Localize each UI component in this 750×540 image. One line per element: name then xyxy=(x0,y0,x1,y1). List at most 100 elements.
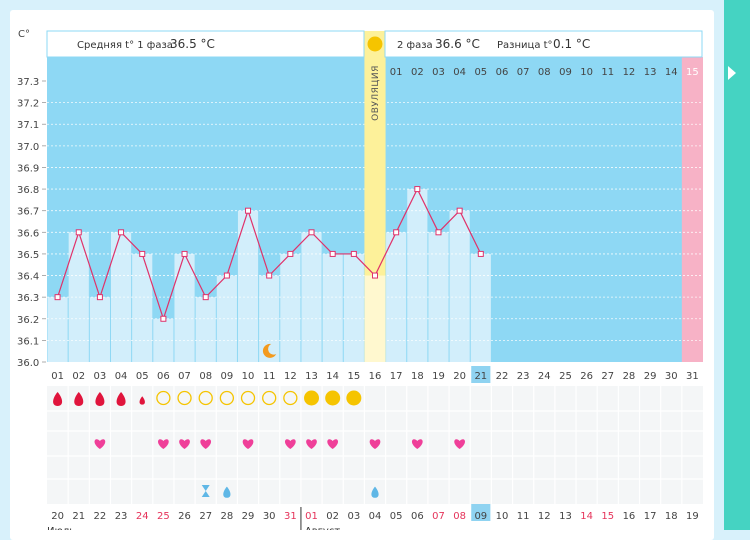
cycle-day-label: 10 xyxy=(242,371,255,382)
calendar-date-label: 22 xyxy=(94,511,107,522)
temperature-bar xyxy=(132,253,153,362)
calendar-date-label: 08 xyxy=(453,511,466,522)
blood-drop-small-icon xyxy=(139,396,145,405)
temperature-point xyxy=(96,294,103,301)
temperature-point xyxy=(372,272,378,279)
fertile-empty-icon xyxy=(177,390,192,406)
temperature-point xyxy=(350,250,357,257)
today-cycle-highlight xyxy=(471,366,491,383)
side-panel-toggle[interactable] xyxy=(724,0,750,530)
phase2-day-label: 15 xyxy=(686,67,699,78)
y-tick-label: 37.1 xyxy=(17,120,39,131)
cycle-day-label: 03 xyxy=(94,371,107,382)
temperature-bar xyxy=(343,253,364,362)
calendar-date-label: 11 xyxy=(517,511,530,522)
calendar-date-label: 06 xyxy=(411,511,424,522)
y-tick-label: 36.6 xyxy=(17,228,39,239)
chevron-right-icon[interactable] xyxy=(728,66,736,80)
cycle-day-label: 04 xyxy=(115,371,128,382)
calendar-date-label: 01 xyxy=(305,511,318,522)
phase2-day-label: 10 xyxy=(580,67,593,78)
cycle-day-label: 24 xyxy=(538,371,551,382)
moon-icon xyxy=(262,343,277,358)
temperature-bar xyxy=(47,297,68,362)
calendar-date-label: 07 xyxy=(432,511,445,522)
phase1-label: Средняя t° 1 фаза xyxy=(77,40,173,51)
temperature-point xyxy=(435,229,442,236)
phase2-day-label: 06 xyxy=(496,67,509,78)
cycle-day-label: 01 xyxy=(51,371,64,382)
fertile-empty-icon xyxy=(219,390,235,406)
blood-drop-icon xyxy=(95,392,105,406)
temperature-point xyxy=(223,272,230,279)
phase1-value: 36.5 °C xyxy=(170,37,215,51)
cycle-day-label: 05 xyxy=(136,371,149,382)
cycle-day-label: 18 xyxy=(411,371,424,382)
sun-icon xyxy=(367,36,383,52)
heart-icon xyxy=(242,439,254,449)
temperature-point xyxy=(477,250,484,257)
cycle-day-label: 06 xyxy=(157,371,170,382)
y-tick-label: 36.2 xyxy=(17,315,39,326)
phase2-value: 36.6 °C xyxy=(435,37,480,51)
cycle-day-label: 16 xyxy=(369,371,382,382)
temperature-point xyxy=(75,229,82,236)
calendar-date-label: 14 xyxy=(580,511,593,522)
temperature-point xyxy=(139,250,146,257)
phase2-day-label: 14 xyxy=(665,67,678,78)
fertile-empty-icon xyxy=(156,390,171,406)
calendar-date-label: 30 xyxy=(263,511,276,522)
calendar-date-label: 09 xyxy=(474,511,487,522)
temperature-bar xyxy=(174,253,195,362)
heart-icon xyxy=(411,439,423,449)
calendar-date-label: 15 xyxy=(601,511,614,522)
cycle-day-label: 31 xyxy=(686,371,699,382)
cycle-day-label: 15 xyxy=(347,371,360,382)
ovulation-label: ОВУЛЯЦИЯ xyxy=(371,65,381,121)
heart-icon xyxy=(158,439,169,449)
phase1-summary-box xyxy=(46,30,365,58)
temperature-bar xyxy=(68,232,89,362)
fertile-empty-icon xyxy=(198,390,213,406)
cycle-day-label: 07 xyxy=(178,371,191,382)
calendar-date-label: 13 xyxy=(559,511,572,522)
calendar-date-label: 04 xyxy=(369,511,382,522)
cycle-day-label: 30 xyxy=(665,371,678,382)
temperature-bar xyxy=(89,297,110,362)
cycle-day-label: 27 xyxy=(601,371,614,382)
calendar-date-label: 18 xyxy=(665,511,678,522)
phase2-day-label: 08 xyxy=(538,67,551,78)
blood-drop-icon xyxy=(74,392,84,406)
calendar-date-label: 31 xyxy=(284,511,297,522)
temperature-bar xyxy=(470,253,491,362)
phase2-day-label: 05 xyxy=(474,67,487,78)
y-tick-label: 36.9 xyxy=(17,163,39,174)
month-label-august: Август xyxy=(305,526,340,530)
cycle-day-label: 29 xyxy=(644,371,657,382)
calendar-date-label: 28 xyxy=(221,511,234,522)
today-date-highlight xyxy=(471,504,491,521)
y-tick-label: 37.2 xyxy=(17,99,39,110)
blood-drop-icon xyxy=(116,392,126,406)
temperature-point xyxy=(414,186,421,193)
cycle-day-label: 17 xyxy=(390,371,403,382)
temperature-point xyxy=(160,315,167,322)
cycle-day-label: 02 xyxy=(72,371,85,382)
cycle-day-label: 25 xyxy=(559,371,572,382)
temperature-point xyxy=(245,207,252,214)
diff-label: Разница t° xyxy=(497,40,553,51)
blood-drop-icon xyxy=(53,392,63,406)
temperature-bar xyxy=(110,232,132,362)
phase2-day-label: 07 xyxy=(517,67,530,78)
heart-icon xyxy=(94,439,106,449)
phase2-day-label: 13 xyxy=(644,67,657,78)
calendar-date-label: 10 xyxy=(496,511,509,522)
temperature-point xyxy=(54,294,61,301)
heart-icon xyxy=(200,439,212,449)
temperature-point xyxy=(329,250,336,257)
phase2-day-label: 12 xyxy=(623,67,636,78)
temperature-bar xyxy=(322,253,343,362)
calendar-date-label: 29 xyxy=(242,511,255,522)
cycle-day-label: 22 xyxy=(496,371,509,382)
calendar-date-label: 16 xyxy=(623,511,636,522)
